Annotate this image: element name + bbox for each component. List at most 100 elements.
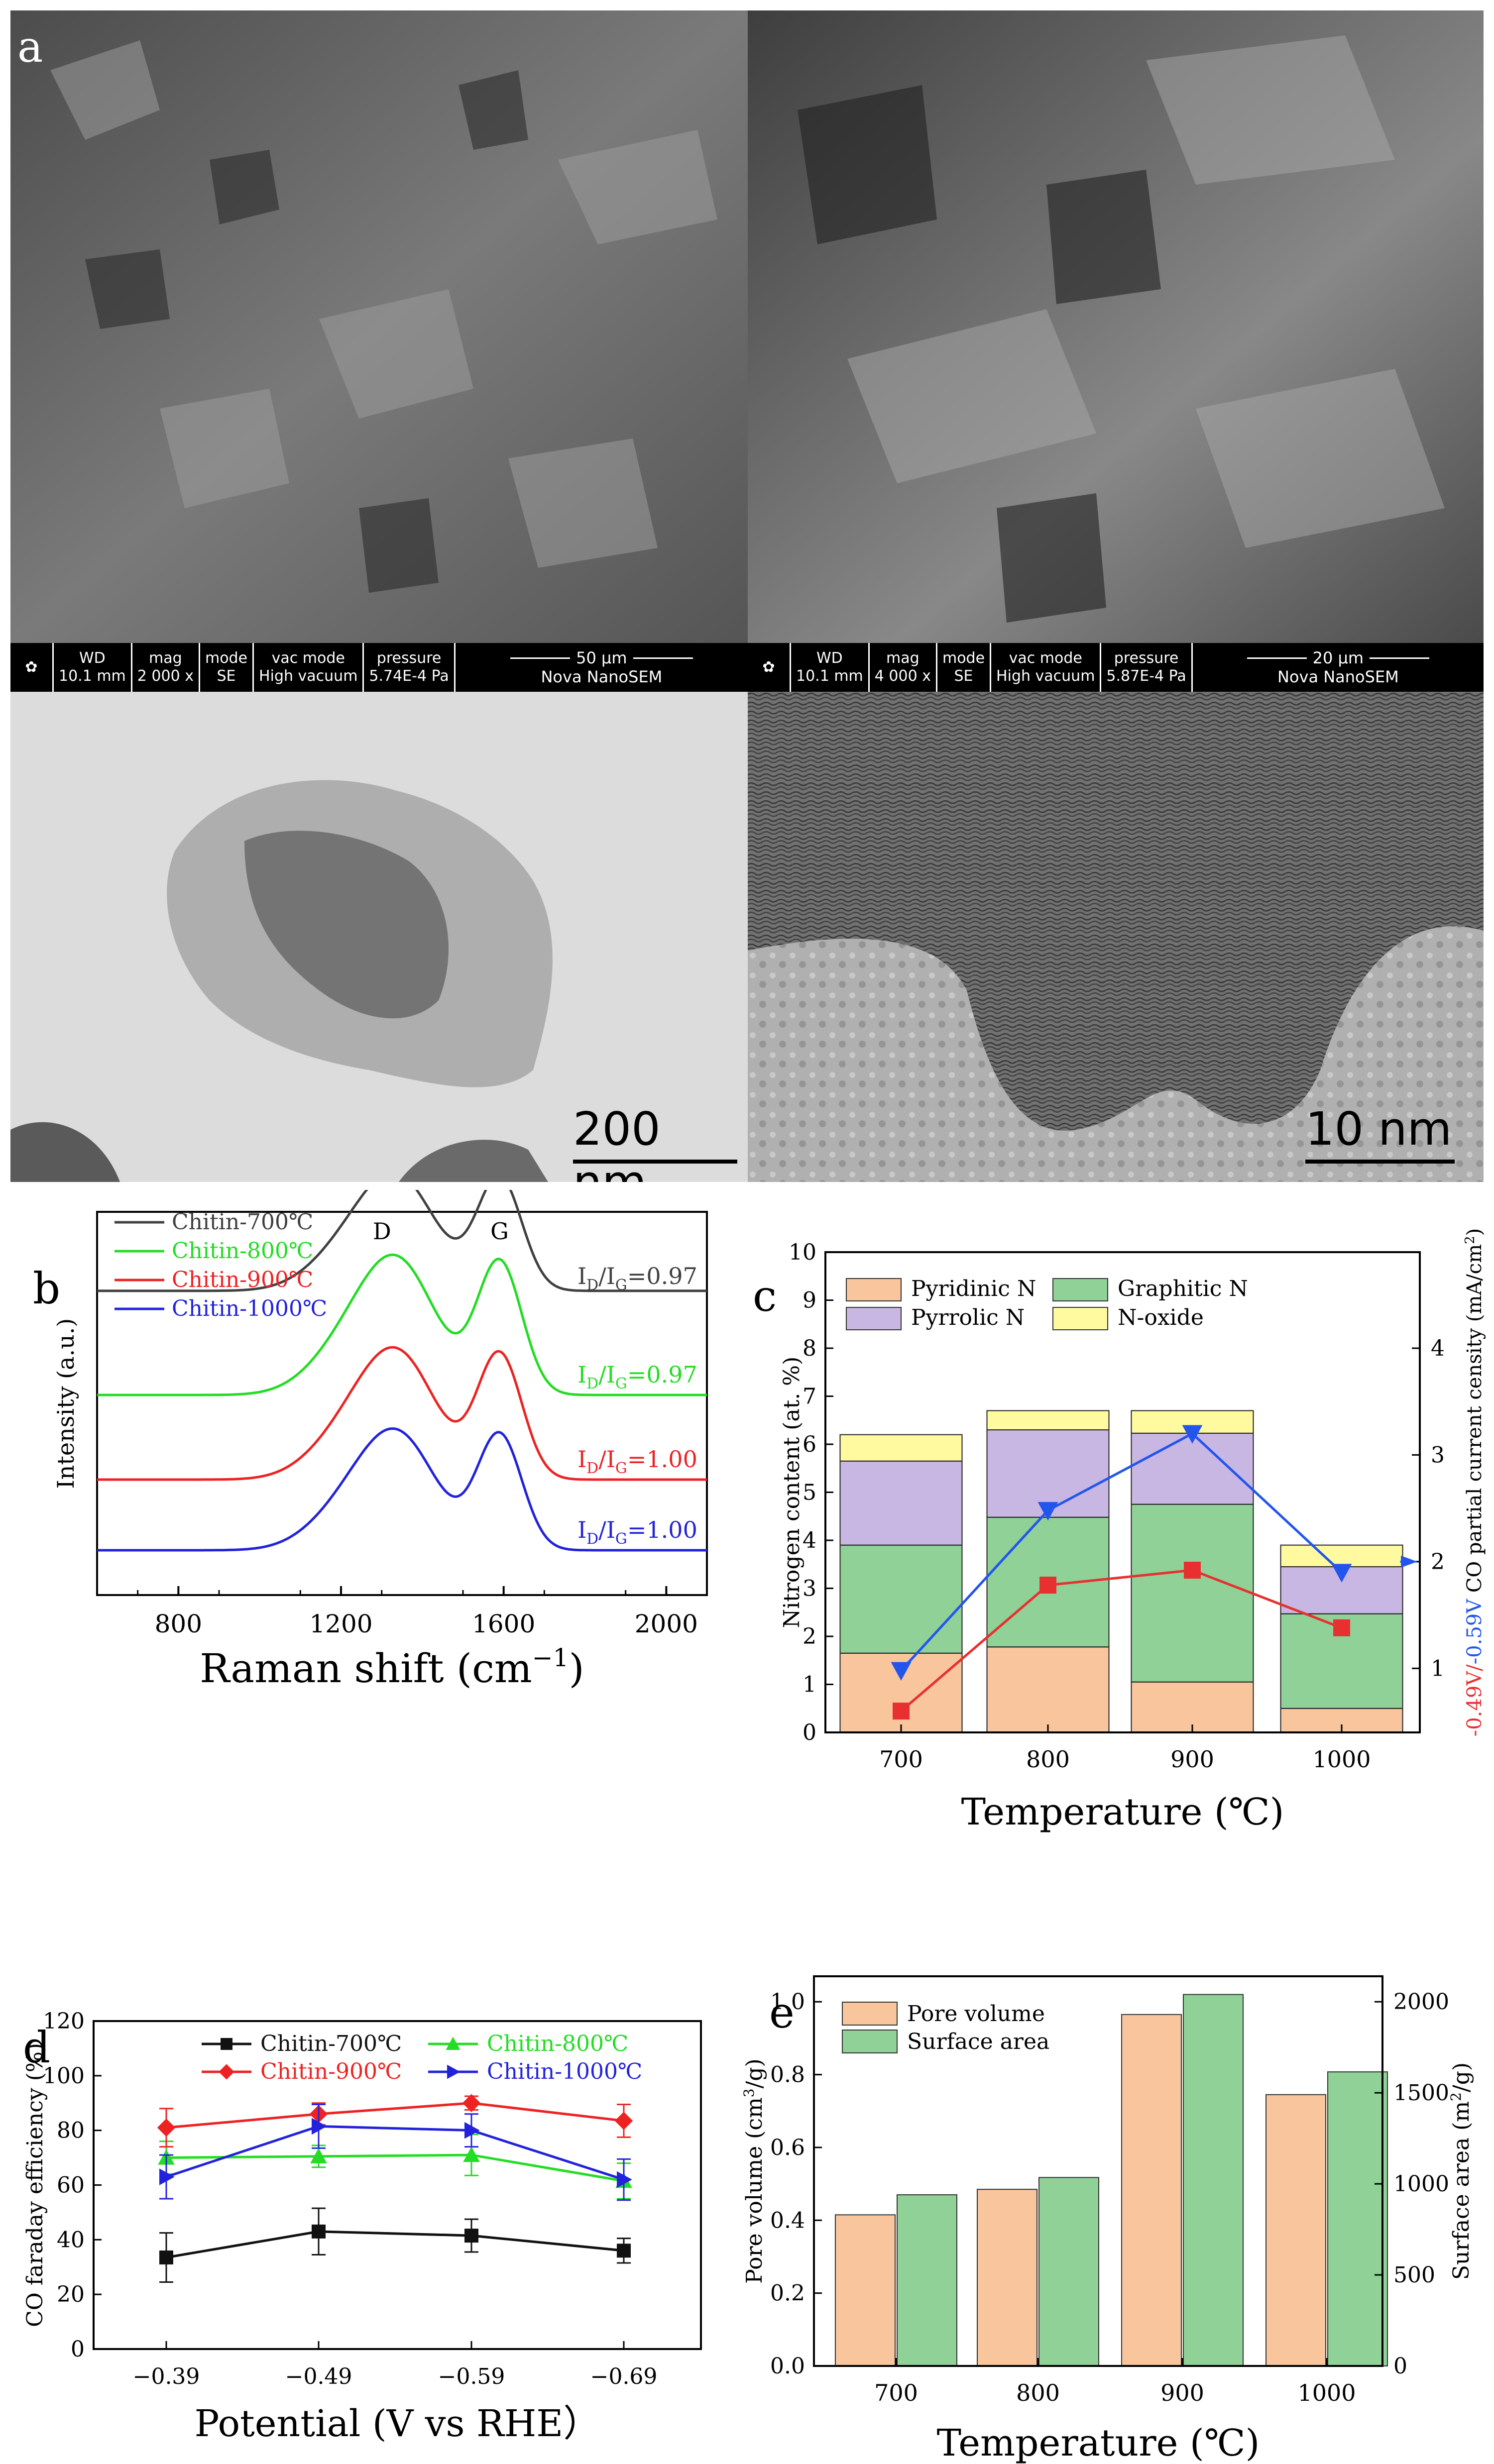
fe-ytick-label: 20 bbox=[57, 2282, 85, 2307]
pore-legend-entry: Pore volume bbox=[907, 2001, 1045, 2027]
nitrogen-y2label: -0.49V/-0.59V CO partial current censity… bbox=[1463, 1228, 1486, 1737]
pore-frame bbox=[813, 1975, 1383, 2367]
raman-xlabel: Raman shift (cm−1) bbox=[200, 1643, 584, 1692]
nitrogen-ytick-label: 4 bbox=[803, 1528, 816, 1553]
sem-databar-left: ✿ WD 10.1 mm mag 2 000 x mode SE vac mode Hi… bbox=[10, 643, 748, 692]
pore-ytick-label: 0.4 bbox=[770, 2208, 805, 2233]
nitrogen-ytick-label: 9 bbox=[803, 1288, 816, 1313]
raman-xtick-label: 2000 bbox=[635, 1609, 698, 1638]
fe-series-point bbox=[310, 2148, 327, 2163]
sem-texture-left bbox=[10, 10, 748, 643]
nitrogen-bar bbox=[986, 1410, 1110, 1431]
fe-ytick-label: 60 bbox=[57, 2173, 85, 2198]
fe-legend-marker bbox=[447, 2064, 460, 2079]
fei-logo-icon: ✿ bbox=[10, 643, 54, 692]
pore-ytick-label: 0.0 bbox=[770, 2354, 805, 2379]
fe-series-line bbox=[166, 2125, 624, 2181]
nitrogen-bar bbox=[1131, 1410, 1254, 1434]
raman-ylabel: Intensity (a.u.) bbox=[52, 1318, 79, 1489]
nitrogen-xtick-label: 900 bbox=[1170, 1746, 1214, 1773]
fe-ytick-label: 0 bbox=[71, 2337, 85, 2362]
surface-area-bar bbox=[1183, 1994, 1244, 2366]
raman-series-line bbox=[97, 1190, 707, 1292]
fe-xtick-label: −0.49 bbox=[285, 2364, 352, 2389]
fe-series-line bbox=[166, 2102, 624, 2129]
raman-legend-entry: Chitin-700℃ bbox=[172, 1209, 313, 1235]
axis-arrow-head bbox=[1401, 1555, 1417, 1568]
partial-current-point bbox=[1333, 1619, 1350, 1636]
nitrogen-legend-swatch bbox=[1052, 1278, 1108, 1301]
hrtem-image: 10 nm bbox=[748, 692, 1484, 1182]
nitrogen-legend-entry: Graphitic N bbox=[1118, 1276, 1248, 1301]
partial-current-point bbox=[1184, 1562, 1201, 1579]
pore-y2tick-label: 500 bbox=[1393, 2262, 1435, 2288]
raman-series-line bbox=[97, 1427, 707, 1552]
nitrogen-y2tick-label: 2 bbox=[1431, 1549, 1445, 1575]
fe-ylabel: CO faraday efficiency (%) bbox=[22, 2043, 48, 2327]
nitrogen-ylabel: Nitrogen content (at. %) bbox=[779, 1357, 804, 1628]
raman-ratio-label: ID/IG=0.97 bbox=[577, 1361, 697, 1393]
nitrogen-ytick-label: 3 bbox=[803, 1576, 816, 1602]
fe-series-point bbox=[617, 2171, 632, 2188]
surface-area-bar bbox=[1327, 2071, 1388, 2366]
pore-ytick-label: 0.6 bbox=[770, 2135, 805, 2160]
fe-series-point bbox=[463, 2146, 480, 2162]
nitrogen-legend-swatch bbox=[846, 1278, 902, 1301]
fe-xtick-label: −0.69 bbox=[590, 2364, 658, 2389]
pore-ytick-label: 0.2 bbox=[770, 2281, 805, 2306]
fe-legend-entry: Chitin-900℃ bbox=[260, 2059, 402, 2084]
nitrogen-ytick-label: 1 bbox=[803, 1672, 816, 1698]
tem-scale-label: 200 nm bbox=[573, 1102, 661, 1182]
nitrogen-legend-entry: Pyrrolic N bbox=[911, 1305, 1025, 1330]
tem-scale-bar bbox=[573, 1160, 737, 1164]
raman-legend-entry: Chitin-900℃ bbox=[172, 1267, 313, 1292]
fe-legend-entry: Chitin-800℃ bbox=[487, 2031, 628, 2056]
nitrogen-y2tick-label: 3 bbox=[1431, 1442, 1445, 1468]
nitrogen-ytick-label: 0 bbox=[803, 1720, 816, 1745]
nitrogen-xtick-label: 1000 bbox=[1312, 1746, 1371, 1773]
pore-ytick-label: 0.8 bbox=[770, 2062, 805, 2088]
pore-xtick-label: 800 bbox=[1016, 2379, 1060, 2406]
pore-legend-entry: Surface area bbox=[907, 2029, 1049, 2054]
nitrogen-ytick-label: 5 bbox=[803, 1480, 816, 1505]
partial-current-point bbox=[893, 1703, 910, 1720]
fe-series-point bbox=[464, 2229, 478, 2243]
fe-series-point bbox=[159, 2250, 173, 2265]
raman-legend-entry: Chitin-800℃ bbox=[172, 1238, 313, 1264]
fe-series-point bbox=[464, 2122, 480, 2139]
partial-current-point bbox=[1331, 1564, 1352, 1583]
fei-logo-icon: ✿ bbox=[748, 643, 791, 692]
pore-xlabel: Temperature (℃) bbox=[937, 2422, 1260, 2464]
partial-current-point bbox=[1039, 1577, 1056, 1594]
fe-series-point bbox=[312, 2118, 327, 2135]
nitrogen-ytick-label: 6 bbox=[803, 1432, 816, 1457]
nitrogen-ytick-label: 8 bbox=[803, 1336, 816, 1361]
fe-series-point bbox=[614, 2112, 633, 2130]
hrtem-scale-label: 10 nm bbox=[1305, 1102, 1452, 1156]
nitrogen-legend-swatch bbox=[1052, 1307, 1108, 1330]
nitrogen-xtick-label: 700 bbox=[879, 1746, 923, 1773]
nitrogen-xlabel: Temperature (℃) bbox=[961, 1791, 1284, 1833]
fe-legend-marker bbox=[446, 2036, 460, 2050]
hrtem-texture bbox=[748, 692, 1484, 1182]
fe-legend-entry: Chitin-700℃ bbox=[260, 2031, 402, 2056]
nitrogen-y2tick-label: 1 bbox=[1431, 1656, 1445, 1681]
hrtem-scale-bar bbox=[1305, 1160, 1455, 1164]
fe-series-point bbox=[312, 2224, 326, 2239]
panel-label-b: b bbox=[33, 1264, 61, 1314]
raman-xtick-label: 1200 bbox=[309, 1609, 372, 1638]
pore-ytick-label: 1.0 bbox=[770, 1989, 805, 2015]
raman-series-line bbox=[97, 1346, 707, 1481]
fe-legend-marker bbox=[221, 2038, 232, 2050]
pore-xtick-label: 1000 bbox=[1297, 2379, 1356, 2406]
fe-series-line bbox=[166, 2230, 624, 2259]
pore-xtick-label: 700 bbox=[874, 2379, 918, 2406]
sem-databar-right: ✿ WD 10.1 mm mag 4 000 x mode SE vac mode Hi… bbox=[748, 643, 1484, 692]
nitrogen-ytick-label: 2 bbox=[803, 1624, 816, 1649]
tem-texture bbox=[10, 692, 748, 1182]
pore-y2tick-label: 1500 bbox=[1393, 2080, 1449, 2106]
pore-volume-bar bbox=[977, 2189, 1037, 2366]
raman-frame bbox=[96, 1211, 708, 1596]
fe-xtick-label: −0.59 bbox=[438, 2364, 505, 2389]
